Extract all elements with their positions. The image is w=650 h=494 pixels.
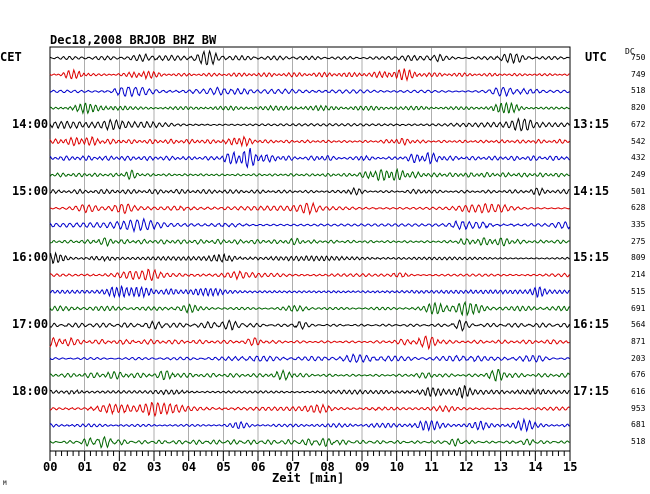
trace-22 (49, 401, 570, 418)
x-tick-label: 08 (320, 460, 335, 474)
dc-offset-value: 750 (631, 53, 646, 62)
x-tick-label: 10 (389, 460, 405, 474)
trace-11 (49, 217, 570, 234)
x-tick-label: 12 (459, 460, 474, 474)
x-tick-label: 15 (563, 460, 578, 474)
x-tick-label: 04 (181, 460, 197, 474)
x-tick-label: 01 (77, 460, 93, 474)
dc-offset-value: 809 (631, 253, 646, 263)
x-axis-label: Zeit [min] (272, 471, 345, 485)
trace-14 (49, 268, 570, 281)
dc-offset-value: 515 (631, 286, 646, 296)
dc-offset-value: 749 (631, 69, 646, 79)
dc-column-header: DC (625, 47, 635, 56)
trace-17 (49, 319, 570, 332)
left-hour-label: 17:00 (12, 317, 49, 332)
dc-offset-value: 275 (631, 236, 646, 246)
trace-3 (49, 86, 570, 98)
dc-offset-value: 953 (631, 403, 646, 413)
x-tick-label: 07 (285, 460, 301, 474)
left-timezone-label: CET (0, 50, 22, 64)
trace-6 (49, 135, 570, 148)
dc-offset-value: 203 (631, 353, 646, 363)
trace-19 (49, 353, 570, 363)
x-tick-label: 03 (147, 460, 162, 474)
dc-offset-value: 681 (631, 420, 646, 430)
trace-20 (49, 368, 570, 382)
right-timezone-label: UTC (585, 50, 607, 64)
x-tick-label: 09 (355, 460, 370, 474)
x-tick-label: 05 (216, 460, 231, 474)
x-tick-label: 06 (251, 460, 266, 474)
trace-9 (49, 186, 570, 197)
dc-offset-value: 691 (631, 303, 646, 313)
dc-offset-value: 542 (631, 136, 646, 146)
trace-24 (49, 435, 570, 449)
dc-offset-value: 672 (631, 119, 646, 129)
x-tick-label: 11 (424, 460, 439, 474)
dc-offset-value: 518 (631, 437, 646, 447)
dc-offset-value: 501 (631, 186, 646, 196)
dc-offset-value: 871 (631, 336, 646, 346)
right-hour-label: 15:15 (573, 250, 610, 265)
trace-8 (49, 167, 570, 182)
dc-offset-value: 676 (631, 370, 646, 380)
x-tick-label: 00 (43, 460, 58, 474)
trace-18 (49, 335, 570, 351)
right-hour-label: 14:15 (573, 183, 610, 198)
dc-offset-value: 214 (631, 270, 646, 280)
trace-2 (49, 68, 570, 83)
trace-1 (49, 49, 570, 66)
dc-offset-value: 616 (631, 387, 646, 396)
right-hour-label: 13:15 (573, 116, 610, 131)
x-tick-label: 14 (528, 460, 543, 474)
dc-offset-value: 249 (631, 169, 646, 179)
trace-12 (49, 237, 570, 247)
trace-21 (49, 384, 570, 400)
left-hour-label: 15:00 (12, 183, 49, 198)
left-hour-label: 16:00 (12, 250, 49, 265)
trace-16 (49, 300, 570, 317)
right-hour-label: 17:15 (573, 384, 610, 398)
trace-23 (49, 417, 570, 433)
trace-4 (49, 101, 570, 115)
trace-13 (49, 251, 570, 264)
trace-7 (49, 147, 570, 169)
dc-offset-value: 820 (631, 103, 646, 113)
dc-offset-value: 564 (631, 320, 646, 330)
dc-offset-value: 432 (631, 153, 646, 163)
dc-offset-value: 518 (631, 86, 646, 96)
x-tick-label: 13 (493, 460, 509, 474)
dc-offset-value: 628 (631, 203, 646, 213)
dc-offset-value: 335 (631, 220, 646, 229)
corner-mark: M (3, 480, 7, 487)
right-hour-label: 16:15 (573, 317, 610, 332)
trace-10 (49, 201, 570, 216)
trace-5 (49, 117, 570, 132)
x-tick-label: 02 (112, 460, 127, 474)
chart-title: Dec18,2008 BRJOB BHZ BW (50, 33, 217, 47)
trace-15 (49, 284, 570, 299)
left-hour-label: 14:00 (12, 116, 49, 131)
left-hour-label: 18:00 (12, 384, 49, 398)
